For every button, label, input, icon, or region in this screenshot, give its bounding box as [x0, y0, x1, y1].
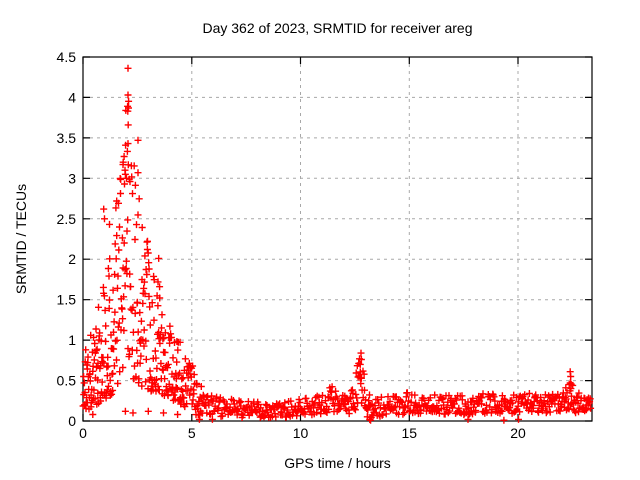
plot-border	[82, 56, 593, 422]
chart-title: Day 362 of 2023, SRMTID for receiver are…	[202, 20, 473, 36]
x-tick-label: 15	[402, 425, 418, 441]
y-tick-label: 1.5	[57, 292, 77, 308]
y-tick-label: 2	[68, 251, 76, 267]
grid-lines	[83, 57, 592, 421]
y-tick-label: 2.5	[57, 211, 77, 227]
data-points	[79, 64, 595, 424]
y-tick-label: 1	[68, 332, 76, 348]
y-tick-label: 3.5	[57, 130, 77, 146]
y-tick-label: 0	[68, 413, 76, 429]
y-tick-label: 4	[68, 89, 76, 105]
x-tick-label: 10	[293, 425, 309, 441]
y-tick-label: 4.5	[57, 49, 77, 65]
y-tick-label: 3	[68, 170, 76, 186]
x-tick-label: 5	[188, 425, 196, 441]
x-tick-label: 20	[510, 425, 526, 441]
x-tick-label: 0	[79, 425, 87, 441]
axis-ticks	[82, 56, 592, 422]
y-tick-label: 0.5	[57, 373, 77, 389]
x-axis-label: GPS time / hours	[284, 455, 391, 471]
